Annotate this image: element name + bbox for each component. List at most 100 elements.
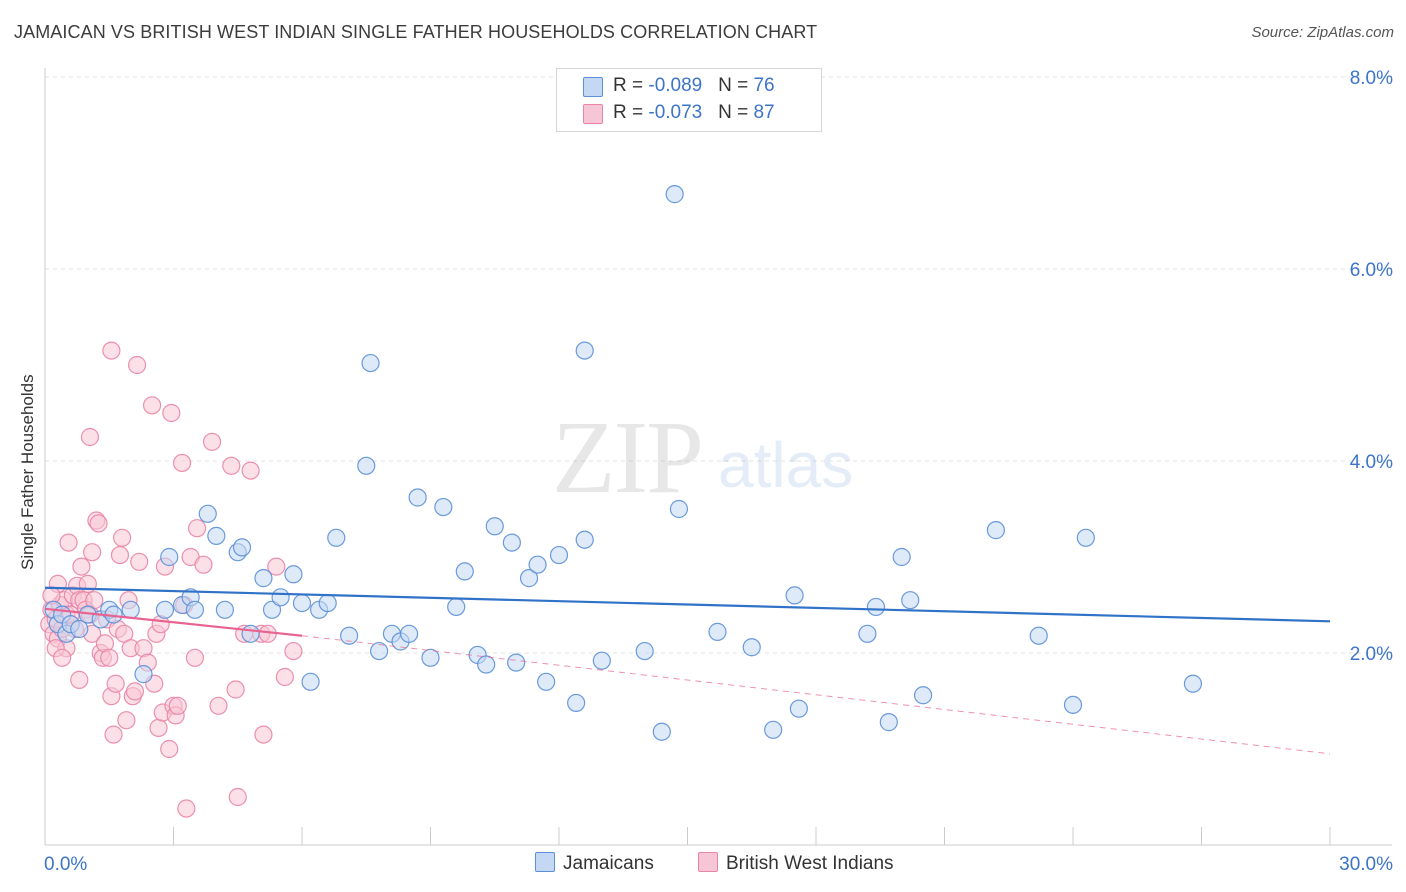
point-jamaicans <box>421 648 440 667</box>
point-jamaicans <box>134 665 153 684</box>
y-axis-label: Single Father Households <box>18 374 37 570</box>
point-jamaicans <box>502 533 521 552</box>
bottom-legend-swatch-bwi <box>698 852 718 872</box>
point-bwi <box>59 533 78 552</box>
point-jamaicans <box>399 624 419 643</box>
point-bwi <box>187 519 207 538</box>
point-jamaicans <box>318 593 337 613</box>
point-bwi <box>125 682 145 701</box>
chart-title: JAMAICAN VS BRITISH WEST INDIAN SINGLE F… <box>14 22 818 42</box>
point-bwi <box>104 725 123 744</box>
point-jamaicans <box>185 600 205 619</box>
point-jamaicans <box>207 526 226 545</box>
gridlines <box>45 76 1392 654</box>
point-bwi <box>53 648 72 667</box>
correlation-legend: R = -0.089 N = 76 R = -0.073 N = 87 <box>556 68 822 132</box>
point-bwi <box>117 711 136 730</box>
point-bwi <box>228 787 247 807</box>
point-jamaicans <box>708 622 727 641</box>
point-jamaicans <box>892 547 911 567</box>
point-jamaicans <box>549 545 569 565</box>
bottom-legend-swatch-jamaicans <box>535 852 555 872</box>
point-jamaicans <box>537 672 556 691</box>
point-jamaicans <box>635 641 654 661</box>
bottom-legend-label-bwi: British West Indians <box>726 853 894 874</box>
point-bwi <box>194 555 213 574</box>
bottom-legend-bwi: British West Indians <box>698 852 894 875</box>
point-jamaicans <box>742 638 761 657</box>
point-jamaicans <box>340 626 359 645</box>
point-jamaicans <box>408 488 427 507</box>
source-note: Source: ZipAtlas.com <box>1251 24 1394 41</box>
trend-line-jamaicans <box>44 586 1331 623</box>
point-bwi <box>202 432 222 451</box>
point-bwi <box>275 667 294 687</box>
axes <box>44 68 1392 846</box>
point-jamaicans <box>913 686 933 705</box>
data-points <box>40 185 1203 818</box>
point-bwi <box>160 739 179 759</box>
point-jamaicans <box>901 591 920 610</box>
point-jamaicans <box>592 651 611 670</box>
y-tick-label: 4.0% <box>1350 452 1393 473</box>
legend-n-label: N = <box>718 75 754 96</box>
y-tick-label: 2.0% <box>1350 644 1393 665</box>
point-bwi <box>149 718 168 737</box>
point-bwi <box>172 453 192 473</box>
point-bwi <box>130 552 149 571</box>
point-jamaicans <box>284 565 303 584</box>
point-jamaicans <box>575 341 594 360</box>
y-tick-label: 8.0% <box>1350 68 1393 89</box>
point-jamaicans <box>764 720 783 739</box>
point-jamaicans <box>361 353 380 373</box>
point-jamaicans <box>485 517 504 536</box>
point-bwi <box>267 557 286 576</box>
point-bwi <box>83 543 102 562</box>
point-bwi <box>241 461 260 480</box>
point-jamaicans <box>1183 674 1203 693</box>
point-jamaicans <box>370 641 389 661</box>
point-jamaicans <box>1029 626 1048 645</box>
point-bwi <box>222 456 241 475</box>
point-jamaicans <box>652 722 671 741</box>
point-bwi <box>110 545 130 565</box>
tick-labels: 2.0% 4.0% 6.0% 8.0% 0.0% 30.0% <box>44 68 1393 875</box>
legend-text-bwi: R = -0.073 N = 87 <box>613 102 775 124</box>
point-jamaicans <box>301 672 320 691</box>
point-jamaicans <box>575 530 594 549</box>
point-bwi <box>106 674 125 693</box>
point-jamaicans <box>241 624 260 643</box>
point-bwi <box>284 641 303 661</box>
point-bwi <box>89 514 108 533</box>
point-jamaicans <box>669 499 689 519</box>
legend-r-label: R = <box>613 102 649 123</box>
point-bwi <box>168 696 187 715</box>
point-jamaicans <box>357 456 376 475</box>
legend-swatch-bwi <box>583 104 603 124</box>
legend-r-value: -0.089 <box>648 75 703 96</box>
point-bwi <box>127 355 147 375</box>
point-bwi <box>142 396 162 415</box>
y-tick-label: 6.0% <box>1350 260 1393 281</box>
point-jamaicans <box>447 597 466 617</box>
bottom-legend-jamaicans: Jamaicans <box>535 852 654 875</box>
point-bwi <box>102 341 121 360</box>
legend-text-jamaicans: R = -0.089 N = 76 <box>613 75 775 97</box>
trend-line-bwi <box>44 607 303 637</box>
point-bwi <box>185 648 205 667</box>
legend-swatch-jamaicans <box>583 77 603 97</box>
point-bwi <box>254 725 273 744</box>
point-jamaicans <box>198 504 217 523</box>
point-jamaicans <box>434 497 453 517</box>
point-bwi <box>80 427 100 447</box>
point-jamaicans <box>519 569 539 588</box>
legend-n-value: 87 <box>753 102 775 123</box>
watermark-zip: ZIP <box>552 400 704 515</box>
point-jamaicans <box>986 521 1006 540</box>
point-jamaicans <box>665 185 684 204</box>
point-jamaicans <box>155 600 175 619</box>
point-jamaicans <box>785 586 804 605</box>
point-jamaicans <box>160 547 179 567</box>
point-jamaicans <box>528 555 547 574</box>
point-jamaicans <box>70 619 89 639</box>
